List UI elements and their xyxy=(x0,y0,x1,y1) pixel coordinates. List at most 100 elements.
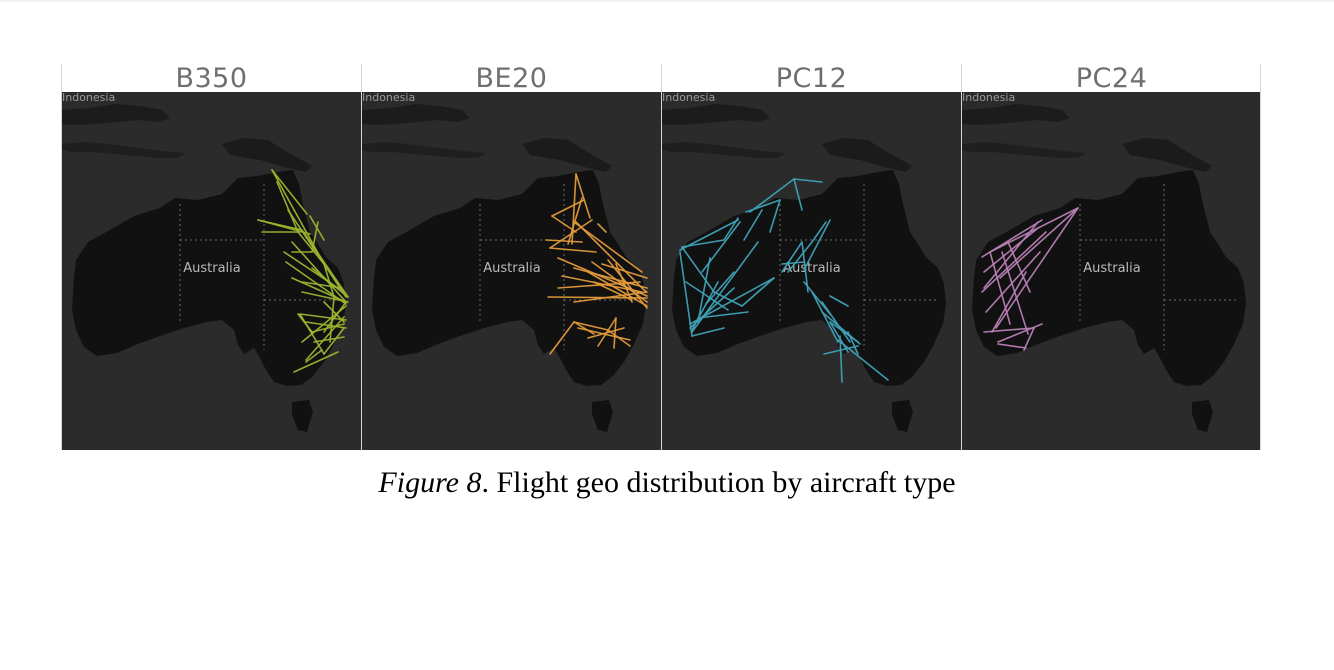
flight-route xyxy=(297,231,325,265)
flight-route xyxy=(545,239,583,243)
panel-title: B350 xyxy=(175,63,248,94)
flight-route xyxy=(271,169,308,215)
flight-route xyxy=(723,217,739,241)
indonesia-islands xyxy=(362,142,486,158)
page-top-rule xyxy=(0,0,1334,2)
map-b350: Indonesia Australia xyxy=(62,92,361,450)
australia-basemap xyxy=(662,92,961,450)
flight-route xyxy=(276,181,299,233)
flight-route xyxy=(291,277,347,303)
indonesia-islands xyxy=(62,142,186,158)
flight-route xyxy=(999,207,1079,279)
indonesia-landmass xyxy=(662,104,770,125)
caption-figure-label: Figure 8 xyxy=(378,466,482,499)
panel-title: PC24 xyxy=(1075,63,1148,94)
caption-text: . Flight geo distribution by aircraft ty… xyxy=(481,466,956,499)
state-borders xyxy=(1079,184,1238,350)
flight-route xyxy=(591,261,648,303)
flight-route xyxy=(613,317,617,349)
flight-route xyxy=(991,271,1027,333)
flight-route xyxy=(997,343,1027,349)
flight-route xyxy=(713,291,743,307)
flight-route xyxy=(309,215,325,241)
flight-route xyxy=(691,281,719,331)
flight-route xyxy=(311,267,349,298)
panel-right-border xyxy=(1260,64,1261,450)
flight-route xyxy=(697,257,711,323)
flight-route xyxy=(769,199,781,233)
flight-route xyxy=(983,221,1039,289)
flight-route xyxy=(573,267,648,289)
flight-route xyxy=(981,231,1047,293)
flight-route xyxy=(749,178,795,213)
papua-new-guinea-landmass xyxy=(222,138,312,172)
flight-route xyxy=(323,263,335,298)
flight-routes xyxy=(981,207,1079,351)
indonesia-landmass xyxy=(62,104,170,125)
figure-caption: Figure 8. Flight geo distribution by air… xyxy=(0,466,1334,500)
tasmania-landmass xyxy=(892,400,913,432)
flight-route xyxy=(305,349,323,363)
flight-route xyxy=(847,331,859,355)
flight-route xyxy=(573,321,595,335)
flight-route xyxy=(313,336,345,343)
flight-route xyxy=(793,178,823,183)
flight-route xyxy=(681,246,715,293)
papua-new-guinea-landmass xyxy=(822,138,912,172)
flight-route xyxy=(1007,241,1031,293)
flight-route xyxy=(679,251,693,337)
flight-route xyxy=(549,247,597,253)
flight-route xyxy=(329,296,335,343)
flight-route xyxy=(811,291,839,343)
flight-route xyxy=(829,295,849,307)
neighbor-country-label: Indonesia xyxy=(62,92,115,104)
australia-basemap xyxy=(962,92,1261,450)
indonesia-landmass xyxy=(362,104,470,125)
flight-route xyxy=(551,199,585,217)
flight-routes xyxy=(679,178,889,383)
panel-pc12: PC12 Indonesia Australia xyxy=(661,64,961,450)
flight-route xyxy=(299,313,347,321)
tasmania-landmass xyxy=(1192,400,1213,432)
flight-route xyxy=(995,207,1079,329)
country-label: Australia xyxy=(783,261,841,276)
flight-route xyxy=(781,241,803,273)
state-borders xyxy=(179,184,338,350)
flight-route xyxy=(685,281,729,311)
flight-route xyxy=(597,223,607,233)
panel-title: BE20 xyxy=(475,63,548,94)
flight-route xyxy=(305,316,345,361)
flight-route xyxy=(607,259,648,309)
flight-route xyxy=(803,281,831,315)
flight-route xyxy=(1001,251,1029,335)
flight-route xyxy=(287,209,347,298)
flight-route xyxy=(311,323,345,333)
flight-route xyxy=(323,327,345,355)
flight-route xyxy=(989,207,1079,253)
flight-route xyxy=(811,221,827,243)
flight-route xyxy=(997,323,1043,343)
flight-route xyxy=(829,321,849,353)
neighbor-country-label: Indonesia xyxy=(362,92,415,104)
australia-landmass xyxy=(972,170,1246,386)
flight-route xyxy=(547,296,648,299)
australia-landmass xyxy=(672,170,946,386)
flight-route xyxy=(587,271,648,307)
map-pc12: Indonesia Australia xyxy=(662,92,961,450)
papua-new-guinea-landmass xyxy=(1122,138,1212,172)
flight-route xyxy=(839,335,843,383)
country-label: Australia xyxy=(483,261,541,276)
flight-route xyxy=(985,251,1041,313)
indonesia-islands xyxy=(962,142,1086,158)
flight-routes xyxy=(257,169,349,373)
panel-title: PC12 xyxy=(775,63,848,94)
flight-route xyxy=(557,281,641,289)
flight-route xyxy=(803,219,831,271)
flight-route xyxy=(293,351,339,373)
flight-route xyxy=(301,229,349,298)
flight-route xyxy=(567,197,583,245)
indonesia-islands xyxy=(662,142,786,158)
flight-route xyxy=(745,199,781,213)
flight-route xyxy=(301,291,349,303)
aircraft-map-grid: B350 Indonesia Australia BE20 Indonesia … xyxy=(61,64,1261,450)
